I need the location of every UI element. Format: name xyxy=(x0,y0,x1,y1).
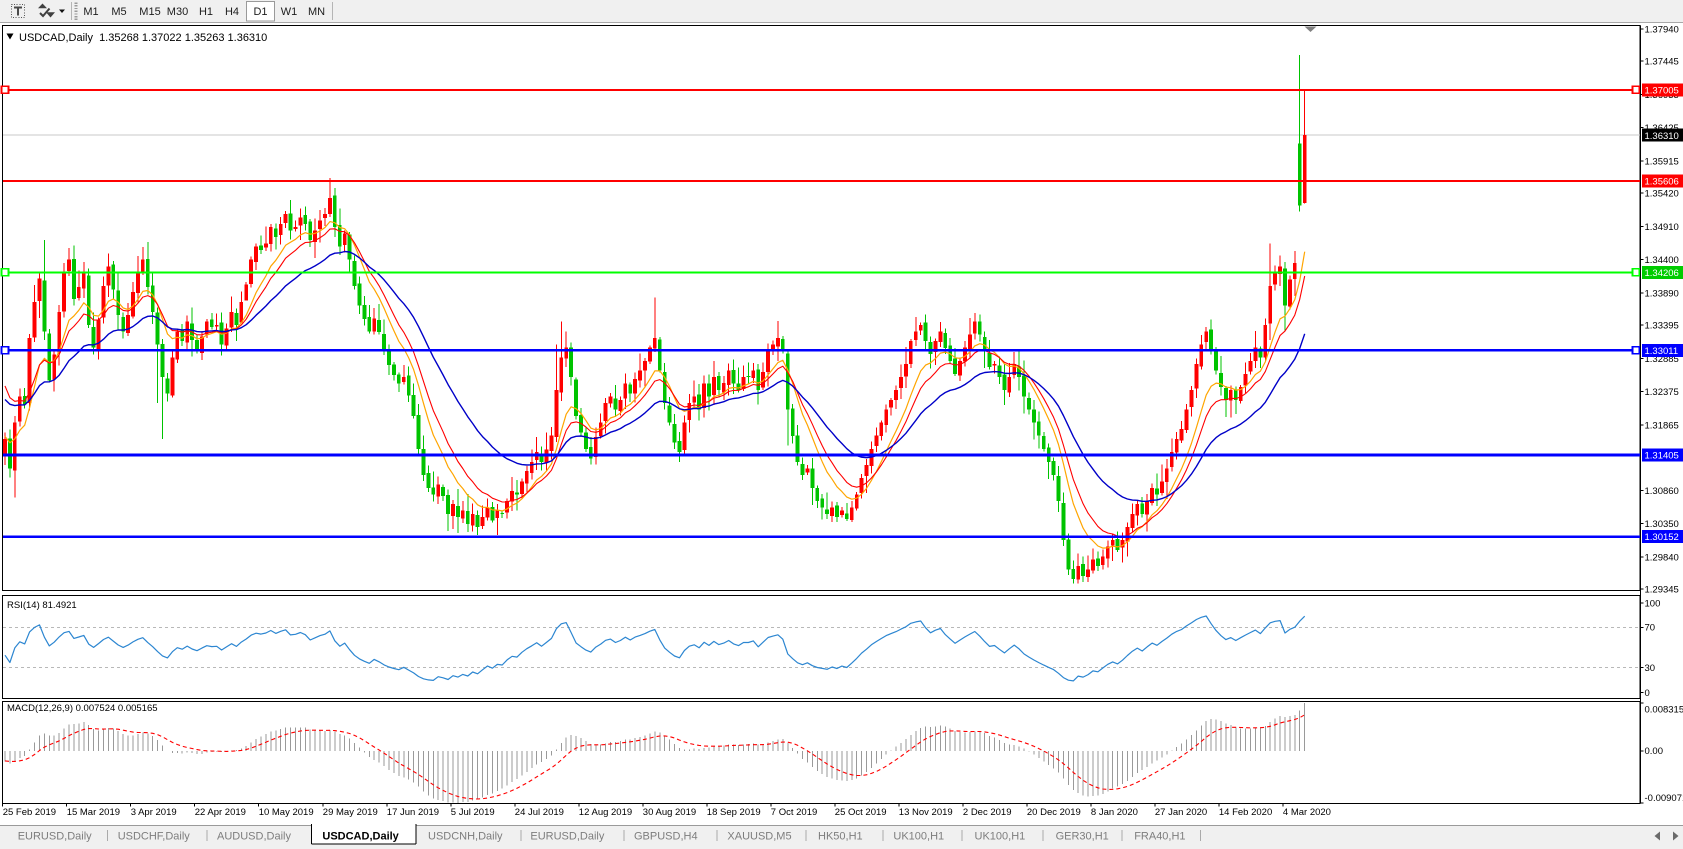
svg-text:24 Jul 2019: 24 Jul 2019 xyxy=(515,807,564,818)
svg-text:22 Apr 2019: 22 Apr 2019 xyxy=(195,807,246,818)
svg-text:1.32885: 1.32885 xyxy=(1645,354,1679,365)
svg-text:1.37940: 1.37940 xyxy=(1645,24,1679,35)
svg-text:1.35915: 1.35915 xyxy=(1645,156,1679,167)
svg-text:M5: M5 xyxy=(111,6,126,18)
svg-text:1.30152: 1.30152 xyxy=(1645,532,1679,543)
svg-text:25 Feb 2019: 25 Feb 2019 xyxy=(3,807,56,818)
svg-text:20 Dec 2019: 20 Dec 2019 xyxy=(1027,807,1081,818)
svg-text:17 Jun 2019: 17 Jun 2019 xyxy=(387,807,439,818)
svg-text:USDCNH,Daily: USDCNH,Daily xyxy=(428,831,503,843)
svg-text:EURUSD,Daily: EURUSD,Daily xyxy=(530,831,604,843)
svg-text:AUDUSD,Daily: AUDUSD,Daily xyxy=(217,831,291,843)
svg-text:1.33011: 1.33011 xyxy=(1645,346,1679,357)
svg-text:MACD(12,26,9) 0.007524 0.00516: MACD(12,26,9) 0.007524 0.005165 xyxy=(7,703,158,714)
svg-text:1.37445: 1.37445 xyxy=(1645,57,1679,68)
svg-text:1.34206: 1.34206 xyxy=(1645,268,1679,279)
svg-text:30 Aug 2019: 30 Aug 2019 xyxy=(643,807,696,818)
svg-text:1.33395: 1.33395 xyxy=(1645,321,1679,332)
svg-text:H1: H1 xyxy=(199,6,213,18)
svg-text:13 Nov 2019: 13 Nov 2019 xyxy=(899,807,953,818)
svg-text:0.00: 0.00 xyxy=(1645,746,1664,757)
svg-text:D1: D1 xyxy=(253,6,267,18)
svg-text:4 Mar 2020: 4 Mar 2020 xyxy=(1283,807,1331,818)
svg-text:1.34910: 1.34910 xyxy=(1645,222,1679,233)
svg-text:GER30,H1: GER30,H1 xyxy=(1056,831,1109,843)
svg-text:1.29345: 1.29345 xyxy=(1645,585,1679,596)
svg-text:15 Mar 2019: 15 Mar 2019 xyxy=(67,807,120,818)
svg-text:GBPUSD,H4: GBPUSD,H4 xyxy=(634,831,698,843)
svg-text:UK100,H1: UK100,H1 xyxy=(893,831,944,843)
svg-text:25 Oct 2019: 25 Oct 2019 xyxy=(835,807,887,818)
svg-text:1.34400: 1.34400 xyxy=(1645,255,1679,266)
svg-text:1.37005: 1.37005 xyxy=(1645,86,1679,97)
svg-text:70: 70 xyxy=(1645,623,1656,634)
svg-text:XAUUSD,M5: XAUUSD,M5 xyxy=(727,831,791,843)
svg-text:2 Dec 2019: 2 Dec 2019 xyxy=(963,807,1012,818)
svg-text:RSI(14) 81.4921: RSI(14) 81.4921 xyxy=(7,600,77,611)
svg-text:1.29840: 1.29840 xyxy=(1645,552,1679,563)
svg-text:1.30350: 1.30350 xyxy=(1645,519,1679,530)
svg-text:W1: W1 xyxy=(281,6,298,18)
svg-text:FRA40,H1: FRA40,H1 xyxy=(1134,831,1185,843)
svg-text:1.31865: 1.31865 xyxy=(1645,420,1679,431)
svg-text:1.36310: 1.36310 xyxy=(1645,131,1679,142)
svg-text:0.008315: 0.008315 xyxy=(1645,704,1683,715)
svg-text:1.35420: 1.35420 xyxy=(1645,189,1679,200)
svg-text:18 Sep 2019: 18 Sep 2019 xyxy=(707,807,761,818)
svg-text:27 Jan 2020: 27 Jan 2020 xyxy=(1155,807,1207,818)
svg-text:USDCHF,Daily: USDCHF,Daily xyxy=(118,831,191,843)
svg-text:M1: M1 xyxy=(83,6,98,18)
svg-text:M15: M15 xyxy=(139,6,160,18)
svg-text:UK100,H1: UK100,H1 xyxy=(975,831,1026,843)
svg-text:EURUSD,Daily: EURUSD,Daily xyxy=(18,831,92,843)
svg-text:10 May 2019: 10 May 2019 xyxy=(259,807,314,818)
svg-text:30: 30 xyxy=(1645,663,1656,674)
svg-text:1.31405: 1.31405 xyxy=(1645,451,1679,462)
svg-text:1.32375: 1.32375 xyxy=(1645,387,1679,398)
svg-text:1.30860: 1.30860 xyxy=(1645,486,1679,497)
svg-text:H4: H4 xyxy=(225,6,239,18)
svg-text:USDCAD,Daily 1.35268 1.37022: USDCAD,Daily 1.35268 1.37022 1.35263 1.3… xyxy=(19,32,267,44)
svg-text:MN: MN xyxy=(308,6,325,18)
svg-text:5 Jul 2019: 5 Jul 2019 xyxy=(451,807,495,818)
svg-text:3 Apr 2019: 3 Apr 2019 xyxy=(131,807,177,818)
svg-text:1.36425: 1.36425 xyxy=(1645,123,1679,134)
svg-text:M30: M30 xyxy=(167,6,188,18)
svg-text:29 May 2019: 29 May 2019 xyxy=(323,807,378,818)
svg-text:8 Jan 2020: 8 Jan 2020 xyxy=(1091,807,1138,818)
svg-text:USDCAD,Daily: USDCAD,Daily xyxy=(322,831,399,843)
svg-text:HK50,H1: HK50,H1 xyxy=(818,831,863,843)
svg-text:1.33890: 1.33890 xyxy=(1645,288,1679,299)
svg-text:1.35606: 1.35606 xyxy=(1645,177,1679,188)
svg-text:14 Feb 2020: 14 Feb 2020 xyxy=(1219,807,1272,818)
svg-text:12 Aug 2019: 12 Aug 2019 xyxy=(579,807,632,818)
svg-text:7 Oct 2019: 7 Oct 2019 xyxy=(771,807,817,818)
svg-text:0: 0 xyxy=(1645,688,1650,699)
svg-text:100: 100 xyxy=(1645,598,1661,609)
